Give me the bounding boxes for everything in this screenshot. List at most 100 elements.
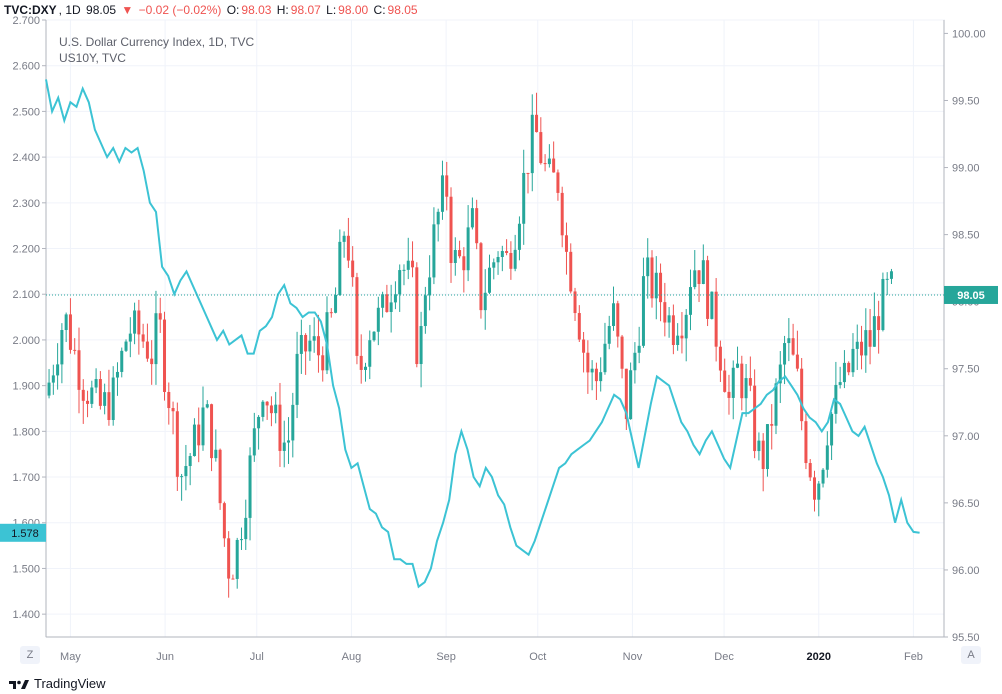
candle-body[interactable] <box>603 343 607 373</box>
candle-body[interactable] <box>693 270 697 288</box>
candle-body[interactable] <box>612 303 616 326</box>
candle-body[interactable] <box>363 366 367 370</box>
candle-body[interactable] <box>128 333 132 342</box>
candle-body[interactable] <box>329 312 333 314</box>
candle-body[interactable] <box>372 331 376 341</box>
candle-body[interactable] <box>334 295 338 313</box>
candle-body[interactable] <box>483 292 487 311</box>
candle-body[interactable] <box>851 348 855 373</box>
candle-body[interactable] <box>167 391 171 409</box>
candle-body[interactable] <box>64 314 68 331</box>
candle-body[interactable] <box>543 163 547 165</box>
candle-body[interactable] <box>81 389 85 401</box>
candle-body[interactable] <box>736 363 740 368</box>
candle-body[interactable] <box>398 270 402 295</box>
candle-body[interactable] <box>714 291 718 347</box>
candle-body[interactable] <box>701 260 705 284</box>
candle-body[interactable] <box>440 175 444 212</box>
candle-body[interactable] <box>90 387 94 404</box>
candle-body[interactable] <box>295 353 299 405</box>
candle-body[interactable] <box>757 440 761 452</box>
candle-body[interactable] <box>680 335 684 339</box>
candle-body[interactable] <box>141 334 145 342</box>
candle-body[interactable] <box>111 377 115 420</box>
candle-body[interactable] <box>650 257 654 299</box>
candle-body[interactable] <box>710 291 714 319</box>
candle-body[interactable] <box>197 424 201 446</box>
candle-body[interactable] <box>842 362 846 383</box>
candle-body[interactable] <box>552 158 556 173</box>
candle-body[interactable] <box>607 325 611 344</box>
candle-body[interactable] <box>496 256 500 263</box>
candle-body[interactable] <box>547 158 551 165</box>
candle-body[interactable] <box>428 277 432 296</box>
candle-body[interactable] <box>637 345 641 353</box>
candle-body[interactable] <box>633 352 637 371</box>
candle-body[interactable] <box>124 341 128 351</box>
candle-body[interactable] <box>218 449 222 504</box>
candle-body[interactable] <box>753 385 757 452</box>
candle-body[interactable] <box>688 287 692 315</box>
candle-body[interactable] <box>787 338 791 344</box>
candle-body[interactable] <box>145 341 149 359</box>
candle-body[interactable] <box>133 310 137 334</box>
candle-body[interactable] <box>368 340 372 367</box>
candle-body[interactable] <box>432 224 436 278</box>
candle-body[interactable] <box>539 132 543 164</box>
candle-body[interactable] <box>877 316 881 331</box>
interval[interactable]: 1D <box>65 3 81 17</box>
candle-body[interactable] <box>107 392 111 420</box>
legend-main-series[interactable]: U.S. Dollar Currency Index, 1D, TVC <box>59 35 255 49</box>
candle-body[interactable] <box>663 302 667 323</box>
candle-body[interactable] <box>774 383 778 426</box>
candle-body[interactable] <box>466 227 470 271</box>
candle-body[interactable] <box>103 392 107 406</box>
candle-body[interactable] <box>582 339 586 353</box>
time-zone-button[interactable]: Z <box>20 646 40 664</box>
candle-body[interactable] <box>731 367 735 398</box>
candle-body[interactable] <box>492 262 496 268</box>
candle-body[interactable] <box>761 440 765 470</box>
candle-body[interactable] <box>235 539 239 579</box>
candle-body[interactable] <box>594 368 598 382</box>
candle-body[interactable] <box>791 338 795 355</box>
candle-body[interactable] <box>68 314 72 350</box>
candle-body[interactable] <box>706 260 710 319</box>
candle-body[interactable] <box>616 303 620 337</box>
candle-body[interactable] <box>817 483 821 500</box>
candle-body[interactable] <box>449 196 453 263</box>
candle-body[interactable] <box>385 294 389 312</box>
candle-body[interactable] <box>667 315 671 323</box>
candle-body[interactable] <box>770 424 774 426</box>
candle-body[interactable] <box>868 330 872 347</box>
candle-body[interactable] <box>188 456 192 467</box>
candle-body[interactable] <box>163 319 167 392</box>
candle-body[interactable] <box>287 440 291 443</box>
candle-body[interactable] <box>445 175 449 197</box>
candle-body[interactable] <box>376 307 380 332</box>
candle-body[interactable] <box>86 400 90 404</box>
candle-body[interactable] <box>659 272 663 303</box>
auto-scale-button[interactable]: A <box>961 646 981 664</box>
candle-body[interactable] <box>718 346 722 371</box>
candle-body[interactable] <box>676 335 680 345</box>
candle-body[interactable] <box>500 251 504 257</box>
candle-body[interactable] <box>556 172 560 193</box>
candle-body[interactable] <box>393 294 397 303</box>
candle-body[interactable] <box>778 364 782 384</box>
candle-body[interactable] <box>222 503 226 539</box>
candle-body[interactable] <box>381 294 385 308</box>
candle-body[interactable] <box>402 269 406 271</box>
candle-body[interactable] <box>590 368 594 373</box>
candle-body[interactable] <box>137 310 141 335</box>
candle-body[interactable] <box>522 172 526 224</box>
candle-body[interactable] <box>458 250 462 257</box>
candle-body[interactable] <box>214 449 218 459</box>
candle-body[interactable] <box>808 463 812 478</box>
us10y-line[interactable] <box>45 79 920 589</box>
candle-body[interactable] <box>304 335 308 352</box>
candle-body[interactable] <box>291 404 295 441</box>
last-price-badge[interactable] <box>944 285 998 304</box>
candle-body[interactable] <box>184 466 188 477</box>
candle-body[interactable] <box>312 336 316 341</box>
